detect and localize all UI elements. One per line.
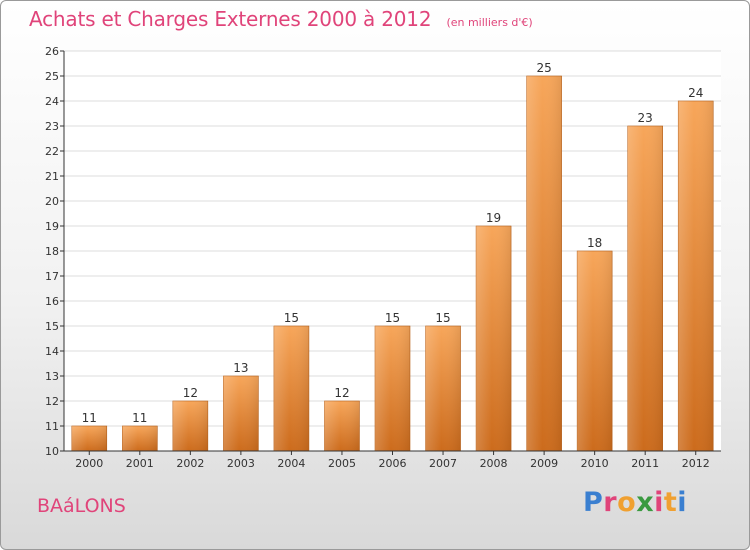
bar-value-label: 11	[132, 411, 147, 425]
y-tick-label: 26	[45, 45, 59, 58]
x-tick-label: 2004	[277, 457, 305, 470]
y-tick-label: 18	[45, 245, 59, 258]
bar-shine	[476, 226, 512, 451]
bar-shine	[223, 376, 259, 451]
bar-value-label: 19	[486, 211, 501, 225]
logo-letter: o	[617, 487, 637, 518]
proxiti-logo[interactable]: Proxiti	[583, 487, 687, 518]
bar-value-label: 15	[435, 311, 450, 325]
x-tick-label: 2002	[176, 457, 204, 470]
logo-letter: P	[583, 487, 604, 518]
x-tick-label: 2008	[480, 457, 508, 470]
logo-letter: r	[603, 487, 618, 518]
bar-shine	[526, 76, 562, 451]
y-tick-label: 20	[45, 195, 59, 208]
bar-shine	[577, 251, 613, 451]
logo-letter: x	[636, 487, 655, 518]
x-tick-label: 2003	[227, 457, 255, 470]
bar-shine	[678, 101, 714, 451]
bar-value-label: 12	[183, 386, 198, 400]
x-tick-label: 2001	[126, 457, 154, 470]
bar-shine	[324, 401, 360, 451]
bar-shine	[425, 326, 461, 451]
x-tick-label: 2006	[379, 457, 407, 470]
y-tick-label: 13	[45, 370, 59, 383]
y-tick-label: 10	[45, 445, 59, 458]
x-tick-label: 2010	[581, 457, 609, 470]
x-tick-label: 2009	[530, 457, 558, 470]
logo-letter: i	[677, 487, 688, 518]
bar-shine	[71, 426, 107, 451]
x-tick-label: 2012	[682, 457, 710, 470]
y-tick-label: 23	[45, 120, 59, 133]
y-tick-label: 25	[45, 70, 59, 83]
y-tick-label: 11	[45, 420, 59, 433]
bar-value-label: 12	[334, 386, 349, 400]
x-tick-label: 2005	[328, 457, 356, 470]
bar-value-label: 15	[385, 311, 400, 325]
bar-value-label: 11	[82, 411, 97, 425]
y-tick-label: 17	[45, 270, 59, 283]
y-tick-label: 22	[45, 145, 59, 158]
bar-value-label: 13	[233, 361, 248, 375]
bar-value-label: 18	[587, 236, 602, 250]
bar-value-label: 23	[638, 111, 653, 125]
y-tick-label: 14	[45, 345, 59, 358]
place-name: BAáLONS	[37, 495, 126, 517]
logo-letter: i	[654, 487, 664, 518]
y-tick-label: 21	[45, 170, 59, 183]
x-tick-label: 2000	[75, 457, 103, 470]
chart-subtitle: (en milliers d'€)	[446, 16, 533, 29]
chart-title: Achats et Charges Externes 2000 à 2012	[29, 7, 432, 31]
x-tick-label: 2007	[429, 457, 457, 470]
bar-shine	[375, 326, 410, 451]
bar-shine	[122, 426, 158, 451]
bar-value-label: 24	[688, 86, 703, 100]
y-tick-label: 12	[45, 395, 59, 408]
bar-value-label: 15	[284, 311, 299, 325]
y-tick-label: 16	[45, 295, 59, 308]
logo-letter: t	[663, 487, 678, 518]
bar-shine	[273, 326, 309, 451]
bar-shine	[627, 126, 663, 451]
y-tick-label: 15	[45, 320, 59, 333]
x-tick-label: 2011	[631, 457, 659, 470]
title-row: Achats et Charges Externes 2000 à 2012 (…	[29, 7, 533, 31]
bar-shine	[172, 401, 208, 451]
y-tick-label: 19	[45, 220, 59, 233]
y-tick-label: 24	[45, 95, 59, 108]
axes: 10 11 12 13 14 15 16 17 18 19 20 21 22 23 24 25 26 2000 20…	[45, 45, 721, 470]
bars: 11 11 12 13 15 12 15 15 19 25 18 23 24	[71, 61, 714, 452]
bar-value-label: 25	[536, 61, 551, 75]
